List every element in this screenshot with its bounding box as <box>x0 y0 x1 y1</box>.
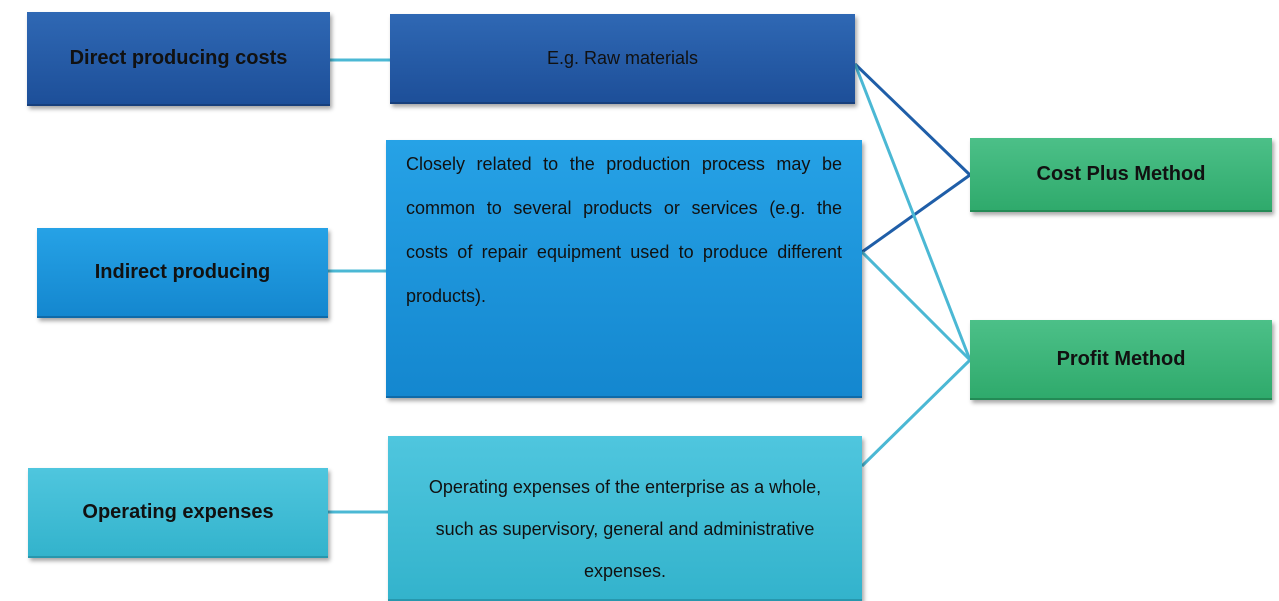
connector <box>860 250 972 362</box>
node: Profit Method <box>970 320 1272 400</box>
connector <box>853 62 972 177</box>
node: Operating expenses <box>28 468 328 558</box>
connector <box>861 173 971 254</box>
node: Closely related to the production proces… <box>386 140 862 398</box>
connector <box>860 358 972 468</box>
node: E.g. Raw materials <box>390 14 855 104</box>
node: Indirect producing <box>37 228 328 318</box>
node: Cost Plus Method <box>970 138 1272 212</box>
connector <box>853 63 972 361</box>
node: Operating expenses of the enterprise as … <box>388 436 862 601</box>
node: Direct producing costs <box>27 12 330 106</box>
